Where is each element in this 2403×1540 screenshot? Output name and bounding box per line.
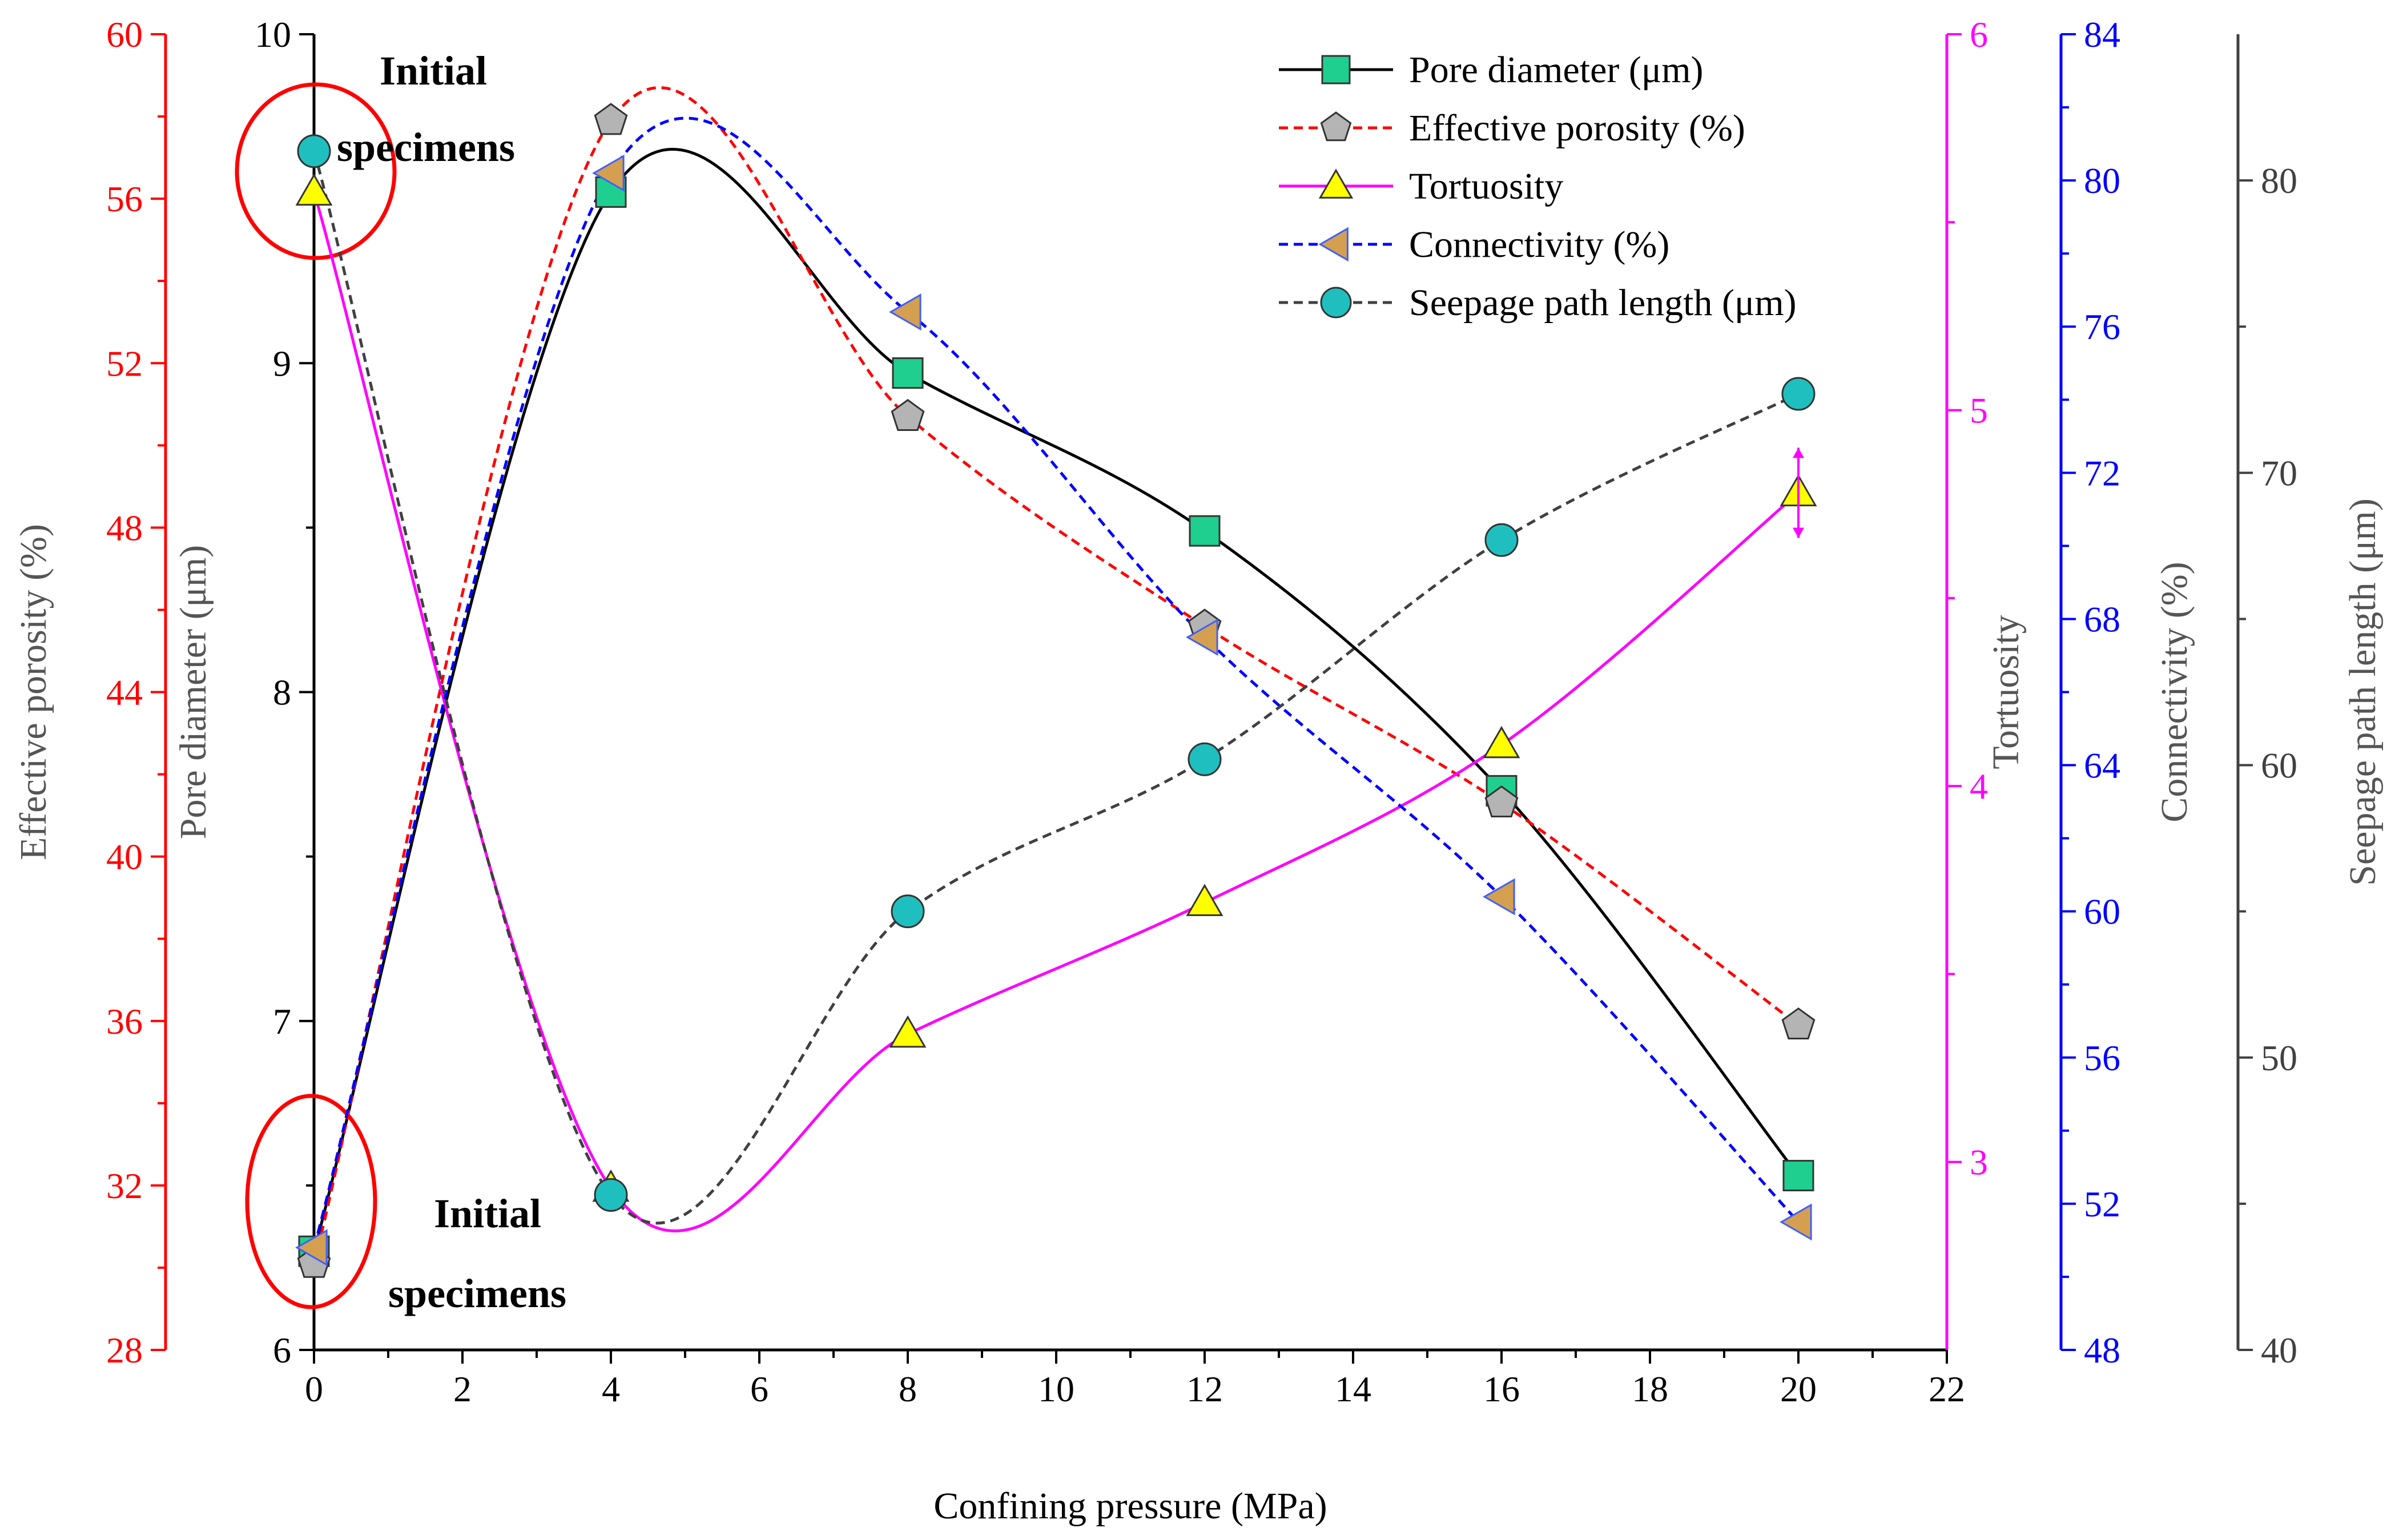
tortuosity-point xyxy=(1483,725,1520,759)
annotation-initial-bottom: Initial xyxy=(434,1191,541,1236)
tortuosity-tick-label: 4 xyxy=(1970,766,1988,807)
x-tick-label: 22 xyxy=(1929,1369,1965,1409)
effective_porosity-tick-label: 48 xyxy=(106,507,143,548)
connectivity-point xyxy=(889,293,921,331)
tortuosity-point xyxy=(295,173,333,206)
connectivity-tick-label: 80 xyxy=(2084,160,2120,201)
x-tick-label: 6 xyxy=(750,1369,768,1409)
connectivity-point xyxy=(1483,878,1515,916)
seepage_path_length-tick-label: 60 xyxy=(2261,745,2297,786)
connectivity-tick-label: 68 xyxy=(2084,599,2120,639)
seepage-path-length-point xyxy=(1484,523,1519,557)
pore_diameter-tick-label: 10 xyxy=(255,14,291,55)
seepage_path_length-tick-label: 50 xyxy=(2261,1038,2297,1078)
connectivity-point xyxy=(1780,1203,1812,1241)
connectivity-tick-label: 52 xyxy=(2084,1184,2120,1224)
annotation-specimens-bottom: specimens xyxy=(388,1271,566,1316)
legend-label: Effective porosity (%) xyxy=(1409,107,1745,149)
x-tick-label: 10 xyxy=(1038,1369,1074,1409)
effective_porosity-axis-title: Effective porosity (%) xyxy=(13,524,54,860)
x-tick-label: 12 xyxy=(1186,1369,1223,1409)
pore-diameter-point xyxy=(1782,1160,1814,1192)
x-tick-label: 18 xyxy=(1632,1369,1668,1409)
pore_diameter-tick-label: 9 xyxy=(273,343,291,384)
seepage_path_length-tick-label: 70 xyxy=(2261,453,2297,493)
initial-specimens-bottom-ellipse xyxy=(245,1094,377,1309)
connectivity-tick-label: 72 xyxy=(2084,453,2120,493)
legend-marker xyxy=(1320,287,1352,319)
seepage-path-length-point xyxy=(297,134,331,168)
pore_diameter-tick-label: 8 xyxy=(273,672,291,713)
connectivity-point xyxy=(295,1229,328,1267)
annotation-initial-top: Initial xyxy=(380,48,487,94)
connectivity-axis-title: Connectivity (%) xyxy=(2154,562,2195,822)
seepage-path-length-point xyxy=(594,1178,628,1212)
connectivity-tick-label: 84 xyxy=(2084,14,2120,55)
x-tick-label: 2 xyxy=(453,1369,472,1409)
x-tick-label: 20 xyxy=(1780,1369,1817,1409)
tortuosity-error-cap xyxy=(1793,527,1804,538)
pore_diameter-tick-label: 7 xyxy=(273,1001,291,1042)
connectivity-point xyxy=(592,154,625,192)
x-tick-label: 8 xyxy=(899,1369,917,1409)
tortuosity-tick-label: 6 xyxy=(1970,14,1988,55)
effective_porosity-tick-label: 56 xyxy=(106,179,143,219)
effective-porosity-point xyxy=(594,103,628,135)
legend: Pore diameter (μm) Effective porosity (%)… xyxy=(1279,49,1797,324)
annotation-specimens-top: specimens xyxy=(337,124,515,170)
x-tick-label: 4 xyxy=(602,1369,620,1409)
seepage_path_length-tick-label: 40 xyxy=(2261,1330,2297,1370)
effective_porosity-tick-label: 32 xyxy=(106,1166,143,1206)
pore-diameter-point xyxy=(892,357,924,389)
legend-label: Pore diameter (μm) xyxy=(1409,49,1704,91)
annotation-layer: Initial specimens Initial specimens xyxy=(235,48,566,1316)
effective_porosity-tick-label: 60 xyxy=(106,14,143,55)
legend-label: Tortuosity xyxy=(1409,166,1563,207)
legend-marker xyxy=(1320,111,1352,142)
legend-label: Seepage path length (μm) xyxy=(1409,282,1797,324)
legend-marker xyxy=(1318,168,1354,199)
x-tick-label: 16 xyxy=(1483,1369,1520,1409)
tortuosity-point xyxy=(1186,884,1223,916)
pore_diameter-axis-title: Pore diameter (μm) xyxy=(172,545,214,840)
connectivity-point xyxy=(1186,618,1218,656)
initial-specimens-top-ellipse xyxy=(235,82,397,260)
connectivity-tick-label: 64 xyxy=(2084,745,2120,786)
tortuosity-tick-label: 3 xyxy=(1970,1142,1988,1183)
tortuosity-point xyxy=(889,1015,927,1048)
effective-porosity-point xyxy=(891,398,925,431)
x-tick-label: 14 xyxy=(1335,1369,1371,1409)
effective-porosity-point xyxy=(1484,785,1519,818)
legend-label: Connectivity (%) xyxy=(1409,224,1669,265)
legend-marker xyxy=(1321,55,1351,84)
connectivity-tick-label: 76 xyxy=(2084,307,2120,347)
effective_porosity-tick-label: 28 xyxy=(106,1330,143,1370)
effective_porosity-tick-label: 40 xyxy=(106,837,143,877)
tortuosity-axis-title: Tortuosity xyxy=(1985,615,2027,769)
tortuosity-tick-label: 5 xyxy=(1970,390,1988,431)
tortuosity-line xyxy=(312,191,1800,1232)
connectivity-tick-label: 56 xyxy=(2084,1038,2120,1078)
seepage-path-length-point xyxy=(1188,742,1222,776)
effective-porosity-point xyxy=(1781,1007,1816,1040)
legend-marker xyxy=(1318,227,1349,262)
seepage-path-length-point xyxy=(891,894,925,929)
pore_diameter-tick-label: 6 xyxy=(273,1330,291,1370)
series-layer xyxy=(295,86,1817,1278)
seepage_path_length-tick-label: 80 xyxy=(2261,160,2297,201)
tortuosity-error-cap xyxy=(1793,448,1804,458)
seepage-path-length-point xyxy=(1781,377,1816,411)
effective_porosity-tick-label: 36 xyxy=(106,1001,143,1042)
connectivity-tick-label: 48 xyxy=(2084,1330,2120,1370)
x-axis-title: Confining pressure (MPa) xyxy=(933,1485,1327,1527)
effective_porosity-tick-label: 44 xyxy=(106,672,143,713)
pore-diameter-point xyxy=(1189,515,1221,547)
connectivity-tick-label: 60 xyxy=(2084,892,2120,932)
x-tick-label: 0 xyxy=(305,1369,323,1409)
seepage_path_length-axis-title: Seepage path length (μm) xyxy=(2342,498,2384,886)
effective_porosity-tick-label: 52 xyxy=(106,343,143,384)
